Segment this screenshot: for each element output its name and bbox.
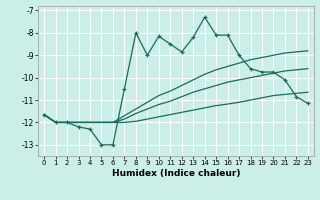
X-axis label: Humidex (Indice chaleur): Humidex (Indice chaleur) [112,169,240,178]
